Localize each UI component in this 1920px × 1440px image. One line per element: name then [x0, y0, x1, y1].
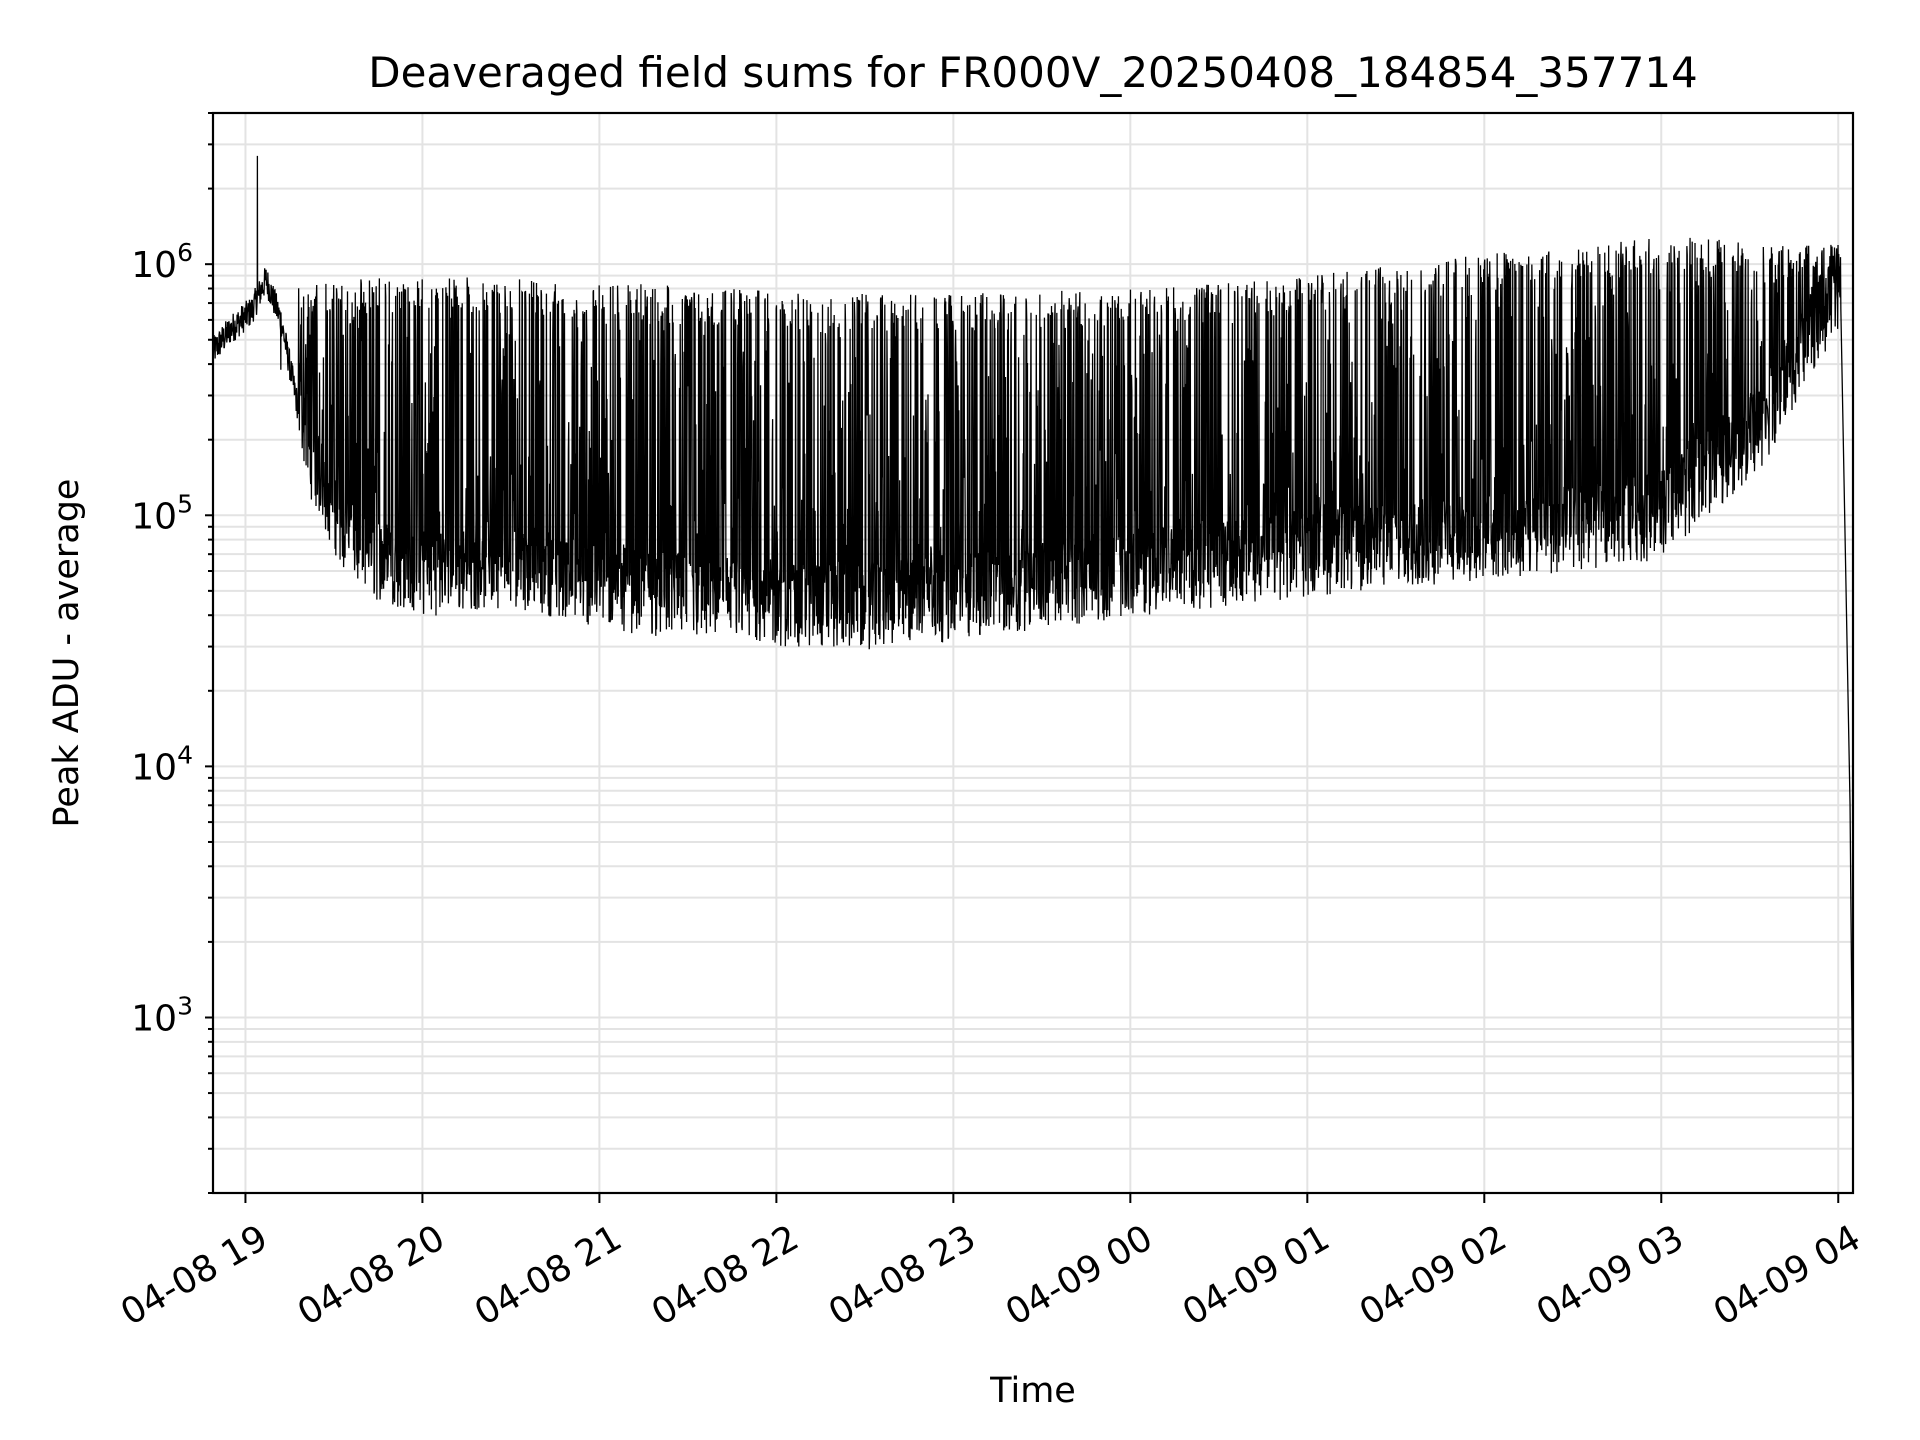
y-tick-base: 10	[131, 998, 177, 1039]
chart-title: Deaveraged field sums for FR000V_2025040…	[368, 48, 1698, 97]
plot-frame	[211, 111, 1855, 1195]
y-tick-exponent: 4	[177, 740, 193, 769]
y-tick-label: 103	[131, 991, 193, 1039]
series-layer	[213, 155, 1853, 1142]
y-tick-label: 105	[131, 489, 193, 537]
y-tick-base: 10	[131, 245, 177, 286]
y-tick-label: 104	[131, 740, 193, 788]
x-axis-label: Time	[989, 1371, 1076, 1411]
y-tick-exponent: 6	[177, 238, 193, 267]
y-tick-label: 106	[131, 238, 193, 286]
y-tick-base: 10	[131, 496, 177, 537]
y-tick-base: 10	[131, 747, 177, 788]
series-line	[213, 155, 1853, 1142]
y-tick-exponent: 3	[177, 991, 193, 1020]
y-tick-exponent: 5	[177, 489, 193, 518]
y-axis-label: Peak ADU - average	[47, 479, 87, 828]
